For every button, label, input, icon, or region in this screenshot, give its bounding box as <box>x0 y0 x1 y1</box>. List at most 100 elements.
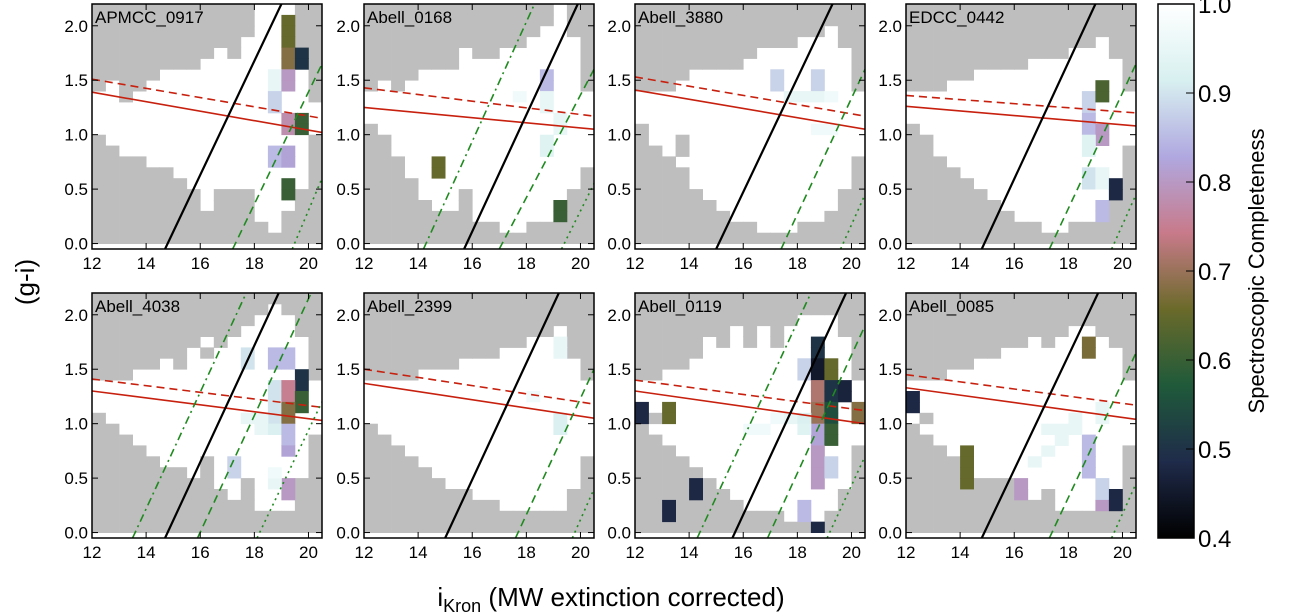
no-data-cell <box>105 434 120 446</box>
no-data-cell <box>946 489 961 501</box>
no-data-cell <box>119 434 133 446</box>
no-data-cell <box>377 456 392 468</box>
no-data-cell <box>675 358 690 370</box>
no-data-cell <box>1108 293 1123 305</box>
no-data-cell <box>364 325 378 337</box>
no-data-cell <box>973 36 988 48</box>
no-data-cell <box>308 156 322 168</box>
completeness-cell <box>1095 134 1110 146</box>
no-data-cell <box>308 69 322 81</box>
no-data-cell <box>689 499 703 512</box>
completeness-cell <box>1081 123 1096 136</box>
no-data-cell <box>716 303 731 316</box>
panel-title: Abell_0085 <box>909 297 994 316</box>
no-data-cell <box>294 25 309 38</box>
no-data-cell <box>391 47 405 59</box>
no-data-cell <box>1108 314 1123 327</box>
no-data-cell <box>729 499 744 512</box>
no-data-cell <box>662 210 676 223</box>
completeness-cell <box>267 391 282 403</box>
x-tick-label: 18 <box>788 254 807 273</box>
completeness-cell <box>1054 423 1069 435</box>
no-data-cell <box>1122 445 1136 457</box>
no-data-cell <box>1081 314 1096 327</box>
no-data-cell <box>648 521 663 533</box>
no-data-cell <box>132 47 147 59</box>
no-data-cell <box>200 14 215 27</box>
no-data-cell <box>702 499 717 512</box>
no-data-cell <box>635 303 649 316</box>
no-data-cell <box>1068 14 1083 27</box>
no-data-cell <box>200 478 215 490</box>
no-data-cell <box>431 47 446 59</box>
no-data-cell <box>92 80 106 92</box>
green-dotted-limit-line <box>839 194 865 249</box>
no-data-cell <box>919 314 934 327</box>
no-data-cell <box>499 232 514 244</box>
no-data-cell <box>580 478 594 490</box>
no-data-cell <box>1027 293 1042 305</box>
no-data-cell <box>851 347 865 359</box>
no-data-cell <box>132 210 147 223</box>
no-data-cell <box>418 325 432 337</box>
no-data-cell <box>837 221 852 234</box>
no-data-cell <box>635 47 649 59</box>
completeness-cell <box>553 336 568 348</box>
completeness-cell <box>1095 200 1110 212</box>
no-data-cell <box>308 232 322 244</box>
no-data-cell <box>159 47 174 59</box>
no-data-cell <box>431 489 446 501</box>
no-data-cell <box>539 510 554 523</box>
no-data-cell <box>1108 232 1123 244</box>
no-data-cell <box>580 303 594 316</box>
no-data-cell <box>1122 25 1136 38</box>
no-data-cell <box>294 478 309 490</box>
no-data-cell <box>919 456 934 468</box>
no-data-cell <box>200 36 215 48</box>
no-data-cell <box>960 4 974 16</box>
no-data-cell <box>377 467 392 479</box>
no-data-cell <box>445 47 460 59</box>
no-data-cell <box>716 510 731 523</box>
no-data-cell <box>580 167 594 179</box>
completeness-cell <box>1081 112 1096 125</box>
no-data-cell <box>159 210 174 223</box>
no-data-cell <box>132 445 147 457</box>
completeness-cell <box>539 134 554 146</box>
y-tick-label: 0.0 <box>64 235 88 254</box>
no-data-cell <box>1068 36 1083 48</box>
no-data-cell <box>837 489 852 501</box>
magnitude-limit-line <box>980 4 1097 249</box>
no-data-cell <box>946 456 961 468</box>
completeness-cell <box>851 412 865 425</box>
completeness-cell <box>797 499 812 512</box>
no-data-cell <box>933 14 947 27</box>
no-data-cell <box>716 293 731 305</box>
no-data-cell <box>797 4 812 16</box>
no-data-cell <box>1122 293 1136 305</box>
no-data-cell <box>92 412 106 425</box>
no-data-cell <box>648 499 663 512</box>
no-data-cell <box>294 221 309 234</box>
no-data-cell <box>227 200 242 212</box>
no-data-cell <box>512 232 527 244</box>
completeness-cell <box>281 391 296 403</box>
no-data-cell <box>553 510 568 523</box>
completeness-cell <box>797 510 812 523</box>
no-data-cell <box>1095 4 1110 16</box>
no-data-cell <box>1027 4 1042 16</box>
no-data-cell <box>173 58 188 70</box>
no-data-cell <box>906 36 920 48</box>
no-data-cell <box>837 510 852 523</box>
y-tick-label: 1.0 <box>878 415 902 434</box>
x-tick-label: 14 <box>137 254 156 273</box>
no-data-cell <box>485 293 500 305</box>
no-data-cell <box>132 456 147 468</box>
no-data-cell <box>308 210 322 223</box>
no-data-cell <box>445 489 460 501</box>
no-data-cell <box>200 303 215 316</box>
no-data-cell <box>973 25 988 38</box>
completeness-cell <box>1108 178 1123 190</box>
no-data-cell <box>797 521 812 533</box>
completeness-cell <box>1014 478 1029 490</box>
